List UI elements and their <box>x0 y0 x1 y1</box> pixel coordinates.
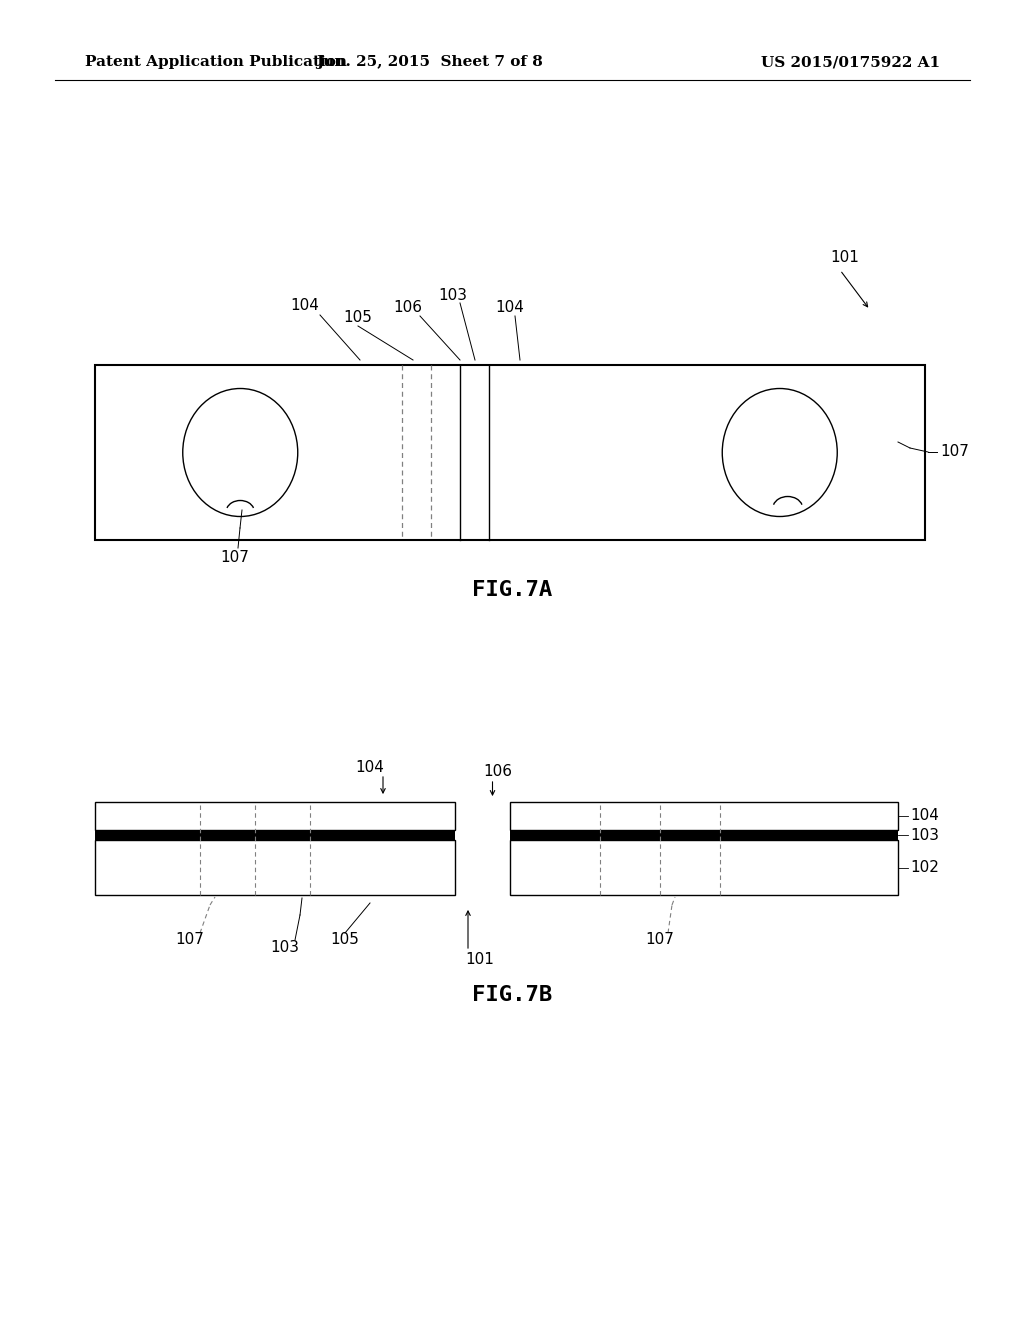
Bar <box>95 830 455 840</box>
Bar <box>510 840 898 895</box>
Text: 104: 104 <box>355 759 384 775</box>
Text: 103: 103 <box>910 828 939 842</box>
Text: 107: 107 <box>220 550 250 565</box>
Text: Patent Application Publication: Patent Application Publication <box>85 55 347 69</box>
Text: 104: 104 <box>291 297 319 313</box>
Text: 103: 103 <box>438 288 468 302</box>
Text: 103: 103 <box>270 940 299 954</box>
Text: FIG.7A: FIG.7A <box>472 579 552 601</box>
Text: Jun. 25, 2015  Sheet 7 of 8: Jun. 25, 2015 Sheet 7 of 8 <box>316 55 544 69</box>
Ellipse shape <box>722 388 838 516</box>
Bar <box>95 803 455 830</box>
Text: 104: 104 <box>910 808 939 824</box>
Text: 106: 106 <box>483 764 512 780</box>
Text: US 2015/0175922 A1: US 2015/0175922 A1 <box>761 55 940 69</box>
Text: FIG.7B: FIG.7B <box>472 985 552 1005</box>
Text: 107: 107 <box>645 932 675 948</box>
Bar <box>95 366 925 540</box>
Text: 104: 104 <box>496 301 524 315</box>
Text: 106: 106 <box>393 301 423 315</box>
Text: 107: 107 <box>175 932 205 948</box>
Text: 102: 102 <box>910 861 939 875</box>
Ellipse shape <box>182 388 298 516</box>
Text: 101: 101 <box>466 953 495 968</box>
Text: 105: 105 <box>331 932 359 948</box>
Text: 101: 101 <box>830 251 859 265</box>
Text: 107: 107 <box>940 445 969 459</box>
Bar <box>510 830 898 840</box>
Bar <box>510 803 898 830</box>
Text: 105: 105 <box>344 310 373 326</box>
Bar <box>95 840 455 895</box>
